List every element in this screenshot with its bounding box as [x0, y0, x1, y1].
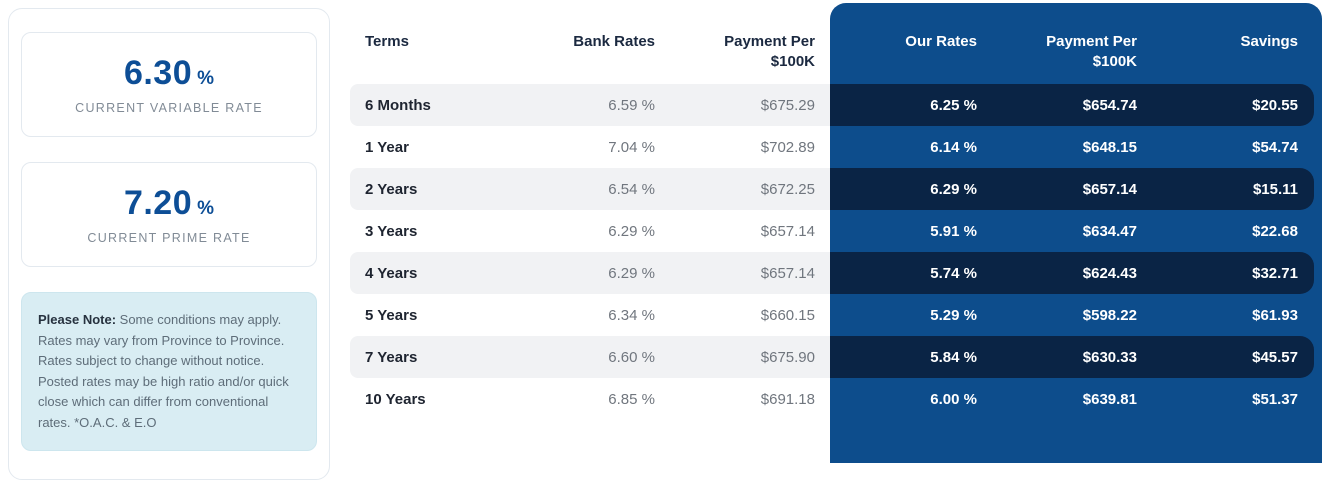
term-cell: 6 Months — [365, 96, 431, 114]
prime-rate-label: CURRENT PRIME RATE — [87, 231, 251, 245]
savings-cell: $61.93 — [1252, 306, 1298, 324]
savings-cell: $45.57 — [1252, 348, 1298, 366]
our-payment-cell: $648.15 — [1082, 138, 1137, 156]
bank-rate-cell: 6.34 % — [608, 306, 655, 324]
table-row: 10 Years 6.85 % $691.18 6.00 % $639.81 $… — [350, 378, 1318, 420]
our-payment-cell: $630.33 — [1082, 348, 1137, 366]
bank-rate-cell: 6.29 % — [608, 222, 655, 240]
our-rates-header: Our Rates — [905, 33, 977, 50]
our-payment-cell: $598.22 — [1082, 306, 1137, 324]
variable-rate-line: 6.30 % — [124, 54, 214, 93]
savings-cell: $20.55 — [1252, 96, 1298, 114]
term-cell: 4 Years — [365, 264, 418, 282]
bank-payment-cell: $702.89 — [760, 138, 815, 156]
term-cell: 7 Years — [365, 348, 418, 366]
bank-payment-cell: $675.90 — [760, 348, 815, 366]
bank-payment-cell: $691.18 — [760, 390, 815, 408]
bank-payment-cell: $675.29 — [760, 96, 815, 114]
bank-payment-cell: $660.15 — [760, 306, 815, 324]
table-row: 6 Months 6.59 % $675.29 6.25 % $654.74 $… — [350, 84, 1318, 126]
table-row: 4 Years 6.29 % $657.14 5.74 % $624.43 $3… — [350, 252, 1318, 294]
savings-cell: $32.71 — [1252, 264, 1298, 282]
our-rate-cell: 6.25 % — [930, 96, 977, 114]
bank-rate-cell: 6.85 % — [608, 390, 655, 408]
table-header-row: Terms Bank Rates Payment Per $100K Our R… — [350, 26, 1318, 74]
prime-rate-value: 7.20 — [123, 184, 193, 222]
prime-rate-card: 7.20 % CURRENT PRIME RATE — [21, 162, 317, 267]
variable-rate-unit: % — [197, 68, 215, 89]
variable-rate-card: 6.30 % CURRENT VARIABLE RATE — [21, 32, 317, 137]
our-rate-cell: 5.74 % — [930, 264, 977, 282]
table-row: 3 Years 6.29 % $657.14 5.91 % $634.47 $2… — [350, 210, 1318, 252]
table-row: 2 Years 6.54 % $672.25 6.29 % $657.14 $1… — [350, 168, 1318, 210]
our-rate-cell: 6.29 % — [930, 180, 977, 198]
disclaimer-note-title: Please Note: — [38, 312, 117, 327]
savings-cell: $15.11 — [1252, 180, 1298, 198]
term-cell: 10 Years — [365, 390, 426, 408]
our-payment-cell: $657.14 — [1082, 180, 1137, 198]
bank-payment-cell: $672.25 — [760, 180, 815, 198]
our-payment-cell: $624.43 — [1082, 264, 1137, 282]
our-rate-cell: 5.29 % — [930, 306, 977, 324]
disclaimer-note: Please Note: Some conditions may apply. … — [21, 292, 317, 452]
table-row: 5 Years 6.34 % $660.15 5.29 % $598.22 $6… — [350, 294, 1318, 336]
variable-rate-value: 6.30 — [123, 54, 193, 92]
bank-rate-cell: 7.04 % — [608, 138, 655, 156]
savings-header: Savings — [1240, 33, 1298, 50]
term-cell: 2 Years — [365, 180, 418, 198]
header-gap — [815, 32, 830, 74]
bank-payment-cell: $657.14 — [760, 264, 815, 282]
our-payment-cell: $634.47 — [1082, 222, 1137, 240]
bank-payment-cell: $657.14 — [760, 222, 815, 240]
savings-cell: $54.74 — [1252, 138, 1298, 156]
table-row: 1 Year 7.04 % $702.89 6.14 % $648.15 $54… — [350, 126, 1318, 168]
terms-header: Terms — [365, 33, 409, 50]
our-rates-panel — [830, 3, 1322, 463]
term-cell: 5 Years — [365, 306, 418, 324]
our-rate-cell: 5.91 % — [930, 222, 977, 240]
bank-rate-cell: 6.59 % — [608, 96, 655, 114]
prime-rate-unit: % — [197, 198, 215, 219]
savings-cell: $51.37 — [1252, 390, 1298, 408]
variable-rate-label: CURRENT VARIABLE RATE — [75, 101, 263, 115]
our-payment-cell: $639.81 — [1082, 390, 1137, 408]
bank-rate-cell: 6.54 % — [608, 180, 655, 198]
our-payment-header: Payment Per $100K — [1046, 33, 1137, 70]
our-rate-cell: 6.14 % — [930, 138, 977, 156]
term-cell: 3 Years — [365, 222, 418, 240]
prime-rate-line: 7.20 % — [124, 184, 214, 223]
bank-rates-header: Bank Rates — [573, 33, 655, 50]
bank-rate-cell: 6.29 % — [608, 264, 655, 282]
term-cell: 1 Year — [365, 138, 409, 156]
table-row: 7 Years 6.60 % $675.90 5.84 % $630.33 $4… — [350, 336, 1318, 378]
our-rate-cell: 6.00 % — [930, 390, 977, 408]
disclaimer-note-body: Some conditions may apply. Rates may var… — [38, 312, 289, 430]
bank-payment-header: Payment Per $100K — [724, 33, 815, 70]
rates-sidebar: 6.30 % CURRENT VARIABLE RATE 7.20 % CURR… — [8, 8, 330, 480]
our-payment-cell: $654.74 — [1082, 96, 1137, 114]
savings-cell: $22.68 — [1252, 222, 1298, 240]
our-rate-cell: 5.84 % — [930, 348, 977, 366]
bank-rate-cell: 6.60 % — [608, 348, 655, 366]
